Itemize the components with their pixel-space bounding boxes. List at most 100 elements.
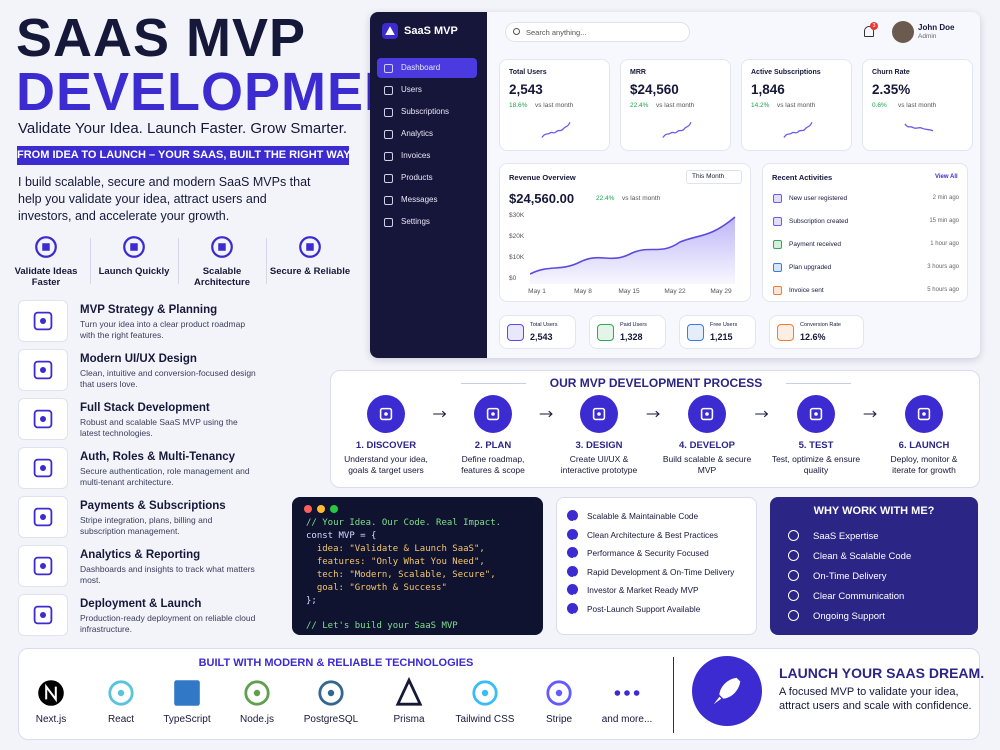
tech-name: Node.js <box>240 714 274 725</box>
check-icon <box>567 510 578 524</box>
check-icon <box>567 528 578 543</box>
service-title: Full Stack Development <box>80 402 210 414</box>
stat-label: Conversion Rate <box>800 322 841 328</box>
kpi-card: MRR $24,560 22.4% vs last month <box>620 59 731 151</box>
service-icon-glyph <box>33 409 53 429</box>
service-desc: Dashboards and insights to track what ma… <box>80 564 255 585</box>
service-icon <box>18 594 68 636</box>
tech-name: Next.js <box>35 714 67 725</box>
kpi-label: MRR <box>630 69 646 76</box>
tech-name: and more... <box>601 714 653 725</box>
nav-item[interactable]: Settings <box>401 217 430 226</box>
x-tick-label: May 29 <box>710 288 732 295</box>
activity-time: 15 min ago <box>929 218 959 224</box>
service-title: Modern UI/UX Design <box>80 353 197 365</box>
nav-icon <box>384 174 393 183</box>
nav-item[interactable]: Analytics <box>401 129 434 138</box>
activity-text: New user registered <box>789 195 848 202</box>
nav-item[interactable]: Dashboard <box>401 63 441 72</box>
user-role: Admin <box>918 33 937 40</box>
search-placeholder[interactable]: Search anything... <box>526 28 587 37</box>
cta-title: LAUNCH YOUR SAAS DREAM. <box>779 665 985 681</box>
y-tick-label: $10K <box>509 254 525 261</box>
arrow-glyph <box>755 410 769 418</box>
benefit-icon-glyph <box>35 236 57 258</box>
feature: Post-Launch Support Available <box>587 603 701 614</box>
activity-text: Subscription created <box>789 218 849 225</box>
brand-logo-glyph <box>385 26 395 35</box>
nav-item[interactable]: Invoices <box>401 151 431 160</box>
y-tick-label: $30K <box>509 212 525 219</box>
period-select[interactable]: This Month <box>686 170 742 184</box>
stat-value: 1,328 <box>620 332 643 342</box>
check-icon <box>567 584 578 598</box>
nav-active <box>377 58 477 78</box>
kpi-note: vs last month <box>656 102 695 109</box>
nav-item[interactable]: Users <box>401 85 422 94</box>
tagline: Validate Your Idea. Launch Faster. Grow … <box>18 120 348 137</box>
sparkline <box>871 112 966 146</box>
code-line: // Let's build your SaaS MVP <box>306 621 458 631</box>
step-desc: Build scalable & secure MVP <box>662 454 752 475</box>
check-icon-glyph <box>570 556 575 561</box>
step-title: 1. DISCOVER <box>355 440 417 451</box>
sparkline <box>750 112 845 146</box>
nav-item[interactable]: Messages <box>401 195 438 204</box>
benefit-icon-glyph <box>123 236 145 258</box>
step-desc: Understand your idea, goals & target use… <box>344 454 428 475</box>
step-icon <box>797 395 835 433</box>
service-icon <box>18 300 68 342</box>
divider <box>90 238 91 284</box>
why-item: On-Time Delivery <box>813 571 887 582</box>
service-desc: Clean, intuitive and conversion-focused … <box>80 368 256 389</box>
activity-time: 2 min ago <box>932 195 959 201</box>
tech-logo-glyph <box>38 680 64 706</box>
process-title: OUR MVP DEVELOPMENT PROCESS <box>526 376 786 390</box>
step-desc: Test, optimize & ensure quality <box>771 454 861 475</box>
kpi-value: 2,543 <box>509 82 543 97</box>
check-icon <box>567 547 578 561</box>
x-tick-label: May 22 <box>664 288 686 295</box>
arrow <box>743 407 780 421</box>
stat-label: Free Users <box>710 322 738 328</box>
kpi-label: Total Users <box>509 69 547 76</box>
arrow-glyph <box>646 410 660 418</box>
step-icon-glyph <box>809 407 823 421</box>
search-icon <box>513 28 520 35</box>
stat-card: Free Users 1,215 <box>679 315 756 349</box>
nav-item[interactable]: Subscriptions <box>401 107 450 116</box>
cta-text: A focused MVP to validate your idea, att… <box>779 686 972 712</box>
tech-logo-glyph <box>472 680 498 706</box>
service-title: MVP Strategy & Planning <box>80 304 218 316</box>
code-line: // Your Idea. Our Code. Real Impact. <box>306 518 502 528</box>
kpi-card: Churn Rate 2.35% 0.6% vs last month <box>862 59 973 151</box>
avatar <box>892 21 914 43</box>
service-title: Auth, Roles & Multi-Tenancy <box>80 451 236 463</box>
why-item: SaaS Expertise <box>813 531 879 542</box>
service-icon <box>18 349 68 391</box>
intro: I build scalable, secure and modern SaaS… <box>18 175 311 223</box>
tech-logo-glyph <box>108 680 134 706</box>
check-icon-glyph <box>570 593 575 598</box>
search-box: Search anything... <box>505 22 690 42</box>
service-desc: Turn your idea into a clear product road… <box>80 319 246 340</box>
activity-time: 5 hours ago <box>927 287 959 293</box>
view-all[interactable]: View All <box>935 174 958 180</box>
nav-item[interactable]: Products <box>401 173 433 182</box>
step-icon <box>367 395 405 433</box>
tech-logo-glyph <box>546 680 572 706</box>
tech-logo <box>171 677 203 709</box>
divider <box>266 238 267 284</box>
benefit-label: Launch Quickly <box>98 266 170 277</box>
check-icon <box>567 602 578 617</box>
features-box: Scalable & Maintainable Code Clean Archit… <box>556 497 757 635</box>
code-line: features: "Only What You Need", <box>306 557 485 567</box>
tech-logo-glyph <box>244 680 270 706</box>
code-line: idea: "Validate & Launch SaaS", <box>306 544 485 554</box>
window-dot <box>330 505 338 513</box>
tech-logo <box>611 677 643 709</box>
check-icon-glyph <box>570 575 575 580</box>
step-icon <box>580 395 618 433</box>
arrow-glyph <box>539 410 553 418</box>
tech-name: Stripe <box>545 714 573 725</box>
